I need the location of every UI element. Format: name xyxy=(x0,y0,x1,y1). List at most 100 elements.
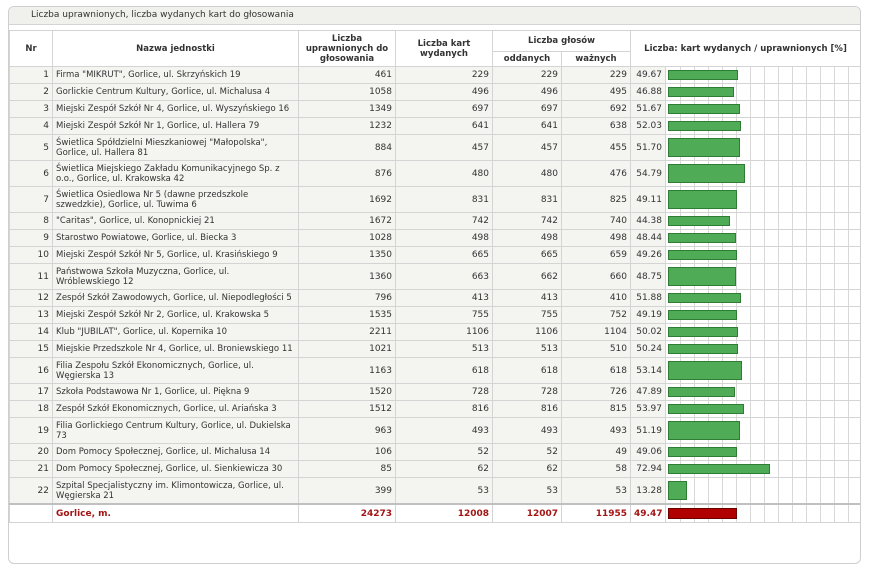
row-cast: 816 xyxy=(492,400,562,418)
bar-cell xyxy=(664,340,860,358)
grid-line xyxy=(820,324,821,340)
grid-line xyxy=(834,264,835,289)
table-row: 5 Świetlica Spółdzielni Mieszkaniowej "Ma… xyxy=(9,134,860,161)
header-ratio: Liczba: kart wydanych / uprawnionych [%] xyxy=(629,30,860,67)
table-row: 2 Gorlickie Centrum Kultury, Gorlice, ul.… xyxy=(9,83,860,101)
grid-line xyxy=(792,418,793,443)
grid-line xyxy=(820,341,821,357)
grid-line xyxy=(848,187,849,212)
grid-line xyxy=(848,161,849,186)
header-nr: Nr xyxy=(9,30,53,67)
bar-cell xyxy=(664,383,860,401)
grid-line xyxy=(848,101,849,117)
grid-line xyxy=(750,444,751,460)
grid-line xyxy=(806,84,807,100)
caption-text: Liczba uprawnionych, liczba wydanych kar… xyxy=(31,10,294,20)
row-valid: 493 xyxy=(561,417,631,444)
grid-line xyxy=(820,290,821,306)
bar-cell xyxy=(664,117,860,135)
row-name: Szkoła Podstawowa Nr 1, Gorlice, ul. Pię… xyxy=(52,383,299,401)
grid-line xyxy=(750,118,751,134)
row-cast: 728 xyxy=(492,383,562,401)
grid-line xyxy=(820,84,821,100)
grid-line xyxy=(848,67,849,83)
row-issued: 831 xyxy=(395,186,493,213)
total-issued: 12008 xyxy=(395,503,493,523)
row-name: Świetlica Spółdzielni Mieszkaniowej "Mał… xyxy=(52,134,299,161)
grid-line xyxy=(848,213,849,229)
grid-line xyxy=(834,135,835,160)
grid-line xyxy=(778,118,779,134)
grid-line xyxy=(736,478,737,503)
row-pct: 49.26 xyxy=(630,246,666,264)
row-name: "Caritas", Gorlice, ul. Konopnickiej 21 xyxy=(52,212,299,230)
grid-line xyxy=(778,187,779,212)
row-nr: 7 xyxy=(9,186,53,213)
row-valid: 752 xyxy=(561,306,631,324)
grid-line xyxy=(750,161,751,186)
row-cast: 662 xyxy=(492,263,562,290)
row-issued: 413 xyxy=(395,289,493,307)
row-cast: 513 xyxy=(492,340,562,358)
grid-line xyxy=(806,341,807,357)
grid-line xyxy=(750,290,751,306)
row-valid: 1104 xyxy=(561,323,631,341)
row-name: Firma "MIKRUT", Gorlice, ul. Skrzyńskich… xyxy=(52,66,299,84)
row-nr: 22 xyxy=(9,477,53,505)
row-issued: 816 xyxy=(395,400,493,418)
row-pct: 50.24 xyxy=(630,340,666,358)
grid-line xyxy=(820,401,821,417)
grid-line xyxy=(834,118,835,134)
bar-cell xyxy=(664,357,860,384)
header-issued: Liczba kart wydanych xyxy=(395,30,493,67)
bar-cell xyxy=(664,417,860,444)
grid-line xyxy=(834,401,835,417)
grid-line xyxy=(806,418,807,443)
ratio-bar xyxy=(668,464,770,474)
row-cast: 229 xyxy=(492,66,562,84)
grid-line xyxy=(778,84,779,100)
grid-line xyxy=(848,358,849,383)
row-cast: 52 xyxy=(492,443,562,461)
row-nr: 1 xyxy=(9,66,53,84)
row-pct: 51.70 xyxy=(630,134,666,161)
table-row: 13 Miejski Zespół Szkół Nr 2, Gorlice, ul… xyxy=(9,306,860,324)
grid-line xyxy=(820,505,821,522)
row-nr: 8 xyxy=(9,212,53,230)
table-row: 17 Szkoła Podstawowa Nr 1, Gorlice, ul. P… xyxy=(9,383,860,401)
row-issued: 513 xyxy=(395,340,493,358)
row-eligible: 1535 xyxy=(298,306,396,324)
grid-line xyxy=(834,230,835,246)
grid-line xyxy=(834,290,835,306)
row-name: Świetlica Osiedlowa Nr 5 (dawne przedszk… xyxy=(52,186,299,213)
ratio-bar xyxy=(668,190,737,209)
grid-line xyxy=(764,84,765,100)
table-row: 15 Miejskie Przedszkole Nr 4, Gorlice, ul… xyxy=(9,340,860,358)
row-issued: 697 xyxy=(395,100,493,118)
grid-line xyxy=(764,135,765,160)
row-name: Filia Zespołu Szkół Ekonomicznych, Gorli… xyxy=(52,357,299,384)
grid-line xyxy=(834,213,835,229)
row-cast: 665 xyxy=(492,246,562,264)
grid-line xyxy=(778,230,779,246)
grid-line xyxy=(848,230,849,246)
row-issued: 62 xyxy=(395,460,493,478)
row-pct: 48.75 xyxy=(630,263,666,290)
grid-line xyxy=(792,505,793,522)
grid-line xyxy=(778,67,779,83)
header-valid: ważnych xyxy=(561,51,631,67)
row-valid: 498 xyxy=(561,229,631,247)
row-nr: 21 xyxy=(9,460,53,478)
grid-line xyxy=(820,213,821,229)
ratio-bar xyxy=(668,310,737,320)
row-eligible: 1028 xyxy=(298,229,396,247)
grid-line xyxy=(806,230,807,246)
grid-line xyxy=(778,324,779,340)
row-issued: 1106 xyxy=(395,323,493,341)
row-valid: 53 xyxy=(561,477,631,505)
row-name: Państwowa Szkoła Muzyczna, Gorlice, ul. … xyxy=(52,263,299,290)
grid-line xyxy=(820,67,821,83)
table-row: 12 Zespół Szkół Zawodowych, Gorlice, ul. … xyxy=(9,289,860,307)
grid-line xyxy=(806,213,807,229)
grid-line xyxy=(750,230,751,246)
